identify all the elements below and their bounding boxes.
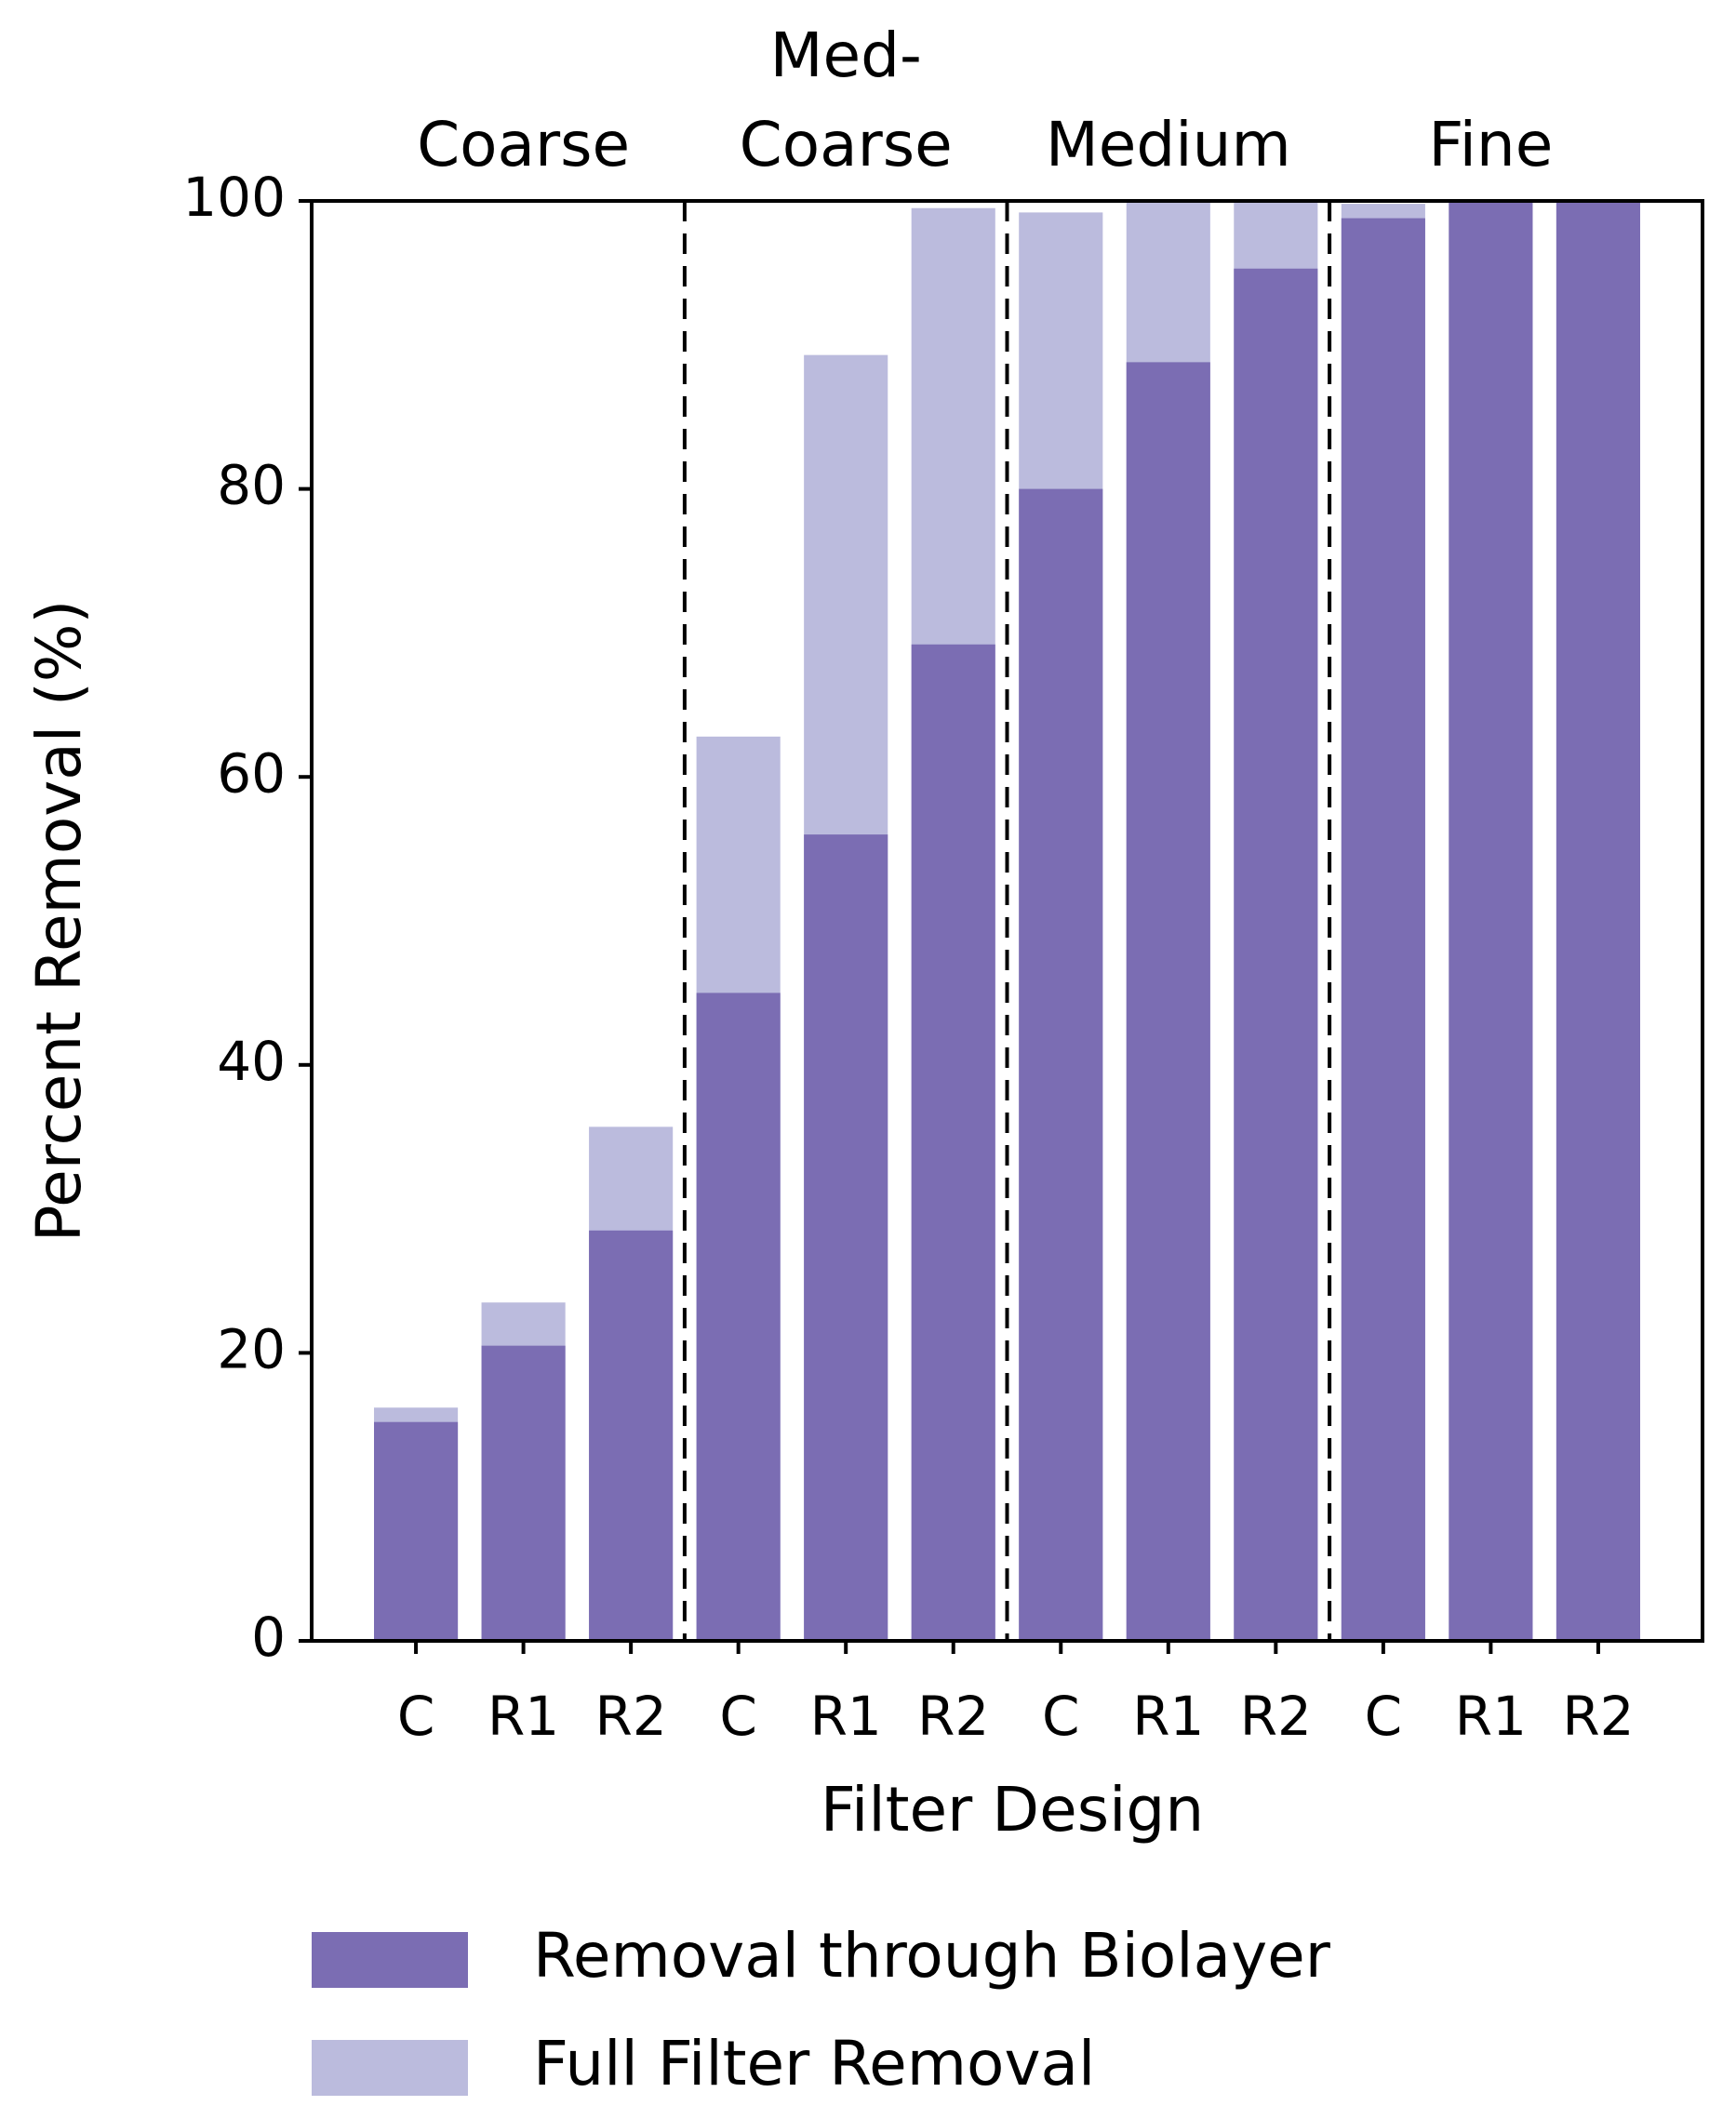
- y-tick-label: 100: [182, 166, 286, 229]
- x-tick-label: R1: [1132, 1685, 1204, 1748]
- x-tick-label: R2: [1562, 1685, 1634, 1748]
- legend-swatch: [312, 2040, 468, 2096]
- x-tick-label: R2: [1240, 1685, 1312, 1748]
- x-tick-label: C: [719, 1685, 757, 1748]
- plot-frame: [310, 199, 1704, 1643]
- group-label: Coarse: [740, 109, 953, 180]
- legend-label: Removal through Biolayer: [533, 1920, 1331, 1992]
- y-tick-label: 0: [251, 1606, 286, 1669]
- bar: [696, 993, 781, 1641]
- y-tick-label: 80: [217, 454, 286, 517]
- legend-swatch: [312, 1932, 468, 1988]
- x-tick-label: C: [397, 1685, 435, 1748]
- group-label: Med-: [770, 20, 922, 91]
- group-label: Medium: [1046, 109, 1291, 180]
- bar: [589, 1230, 674, 1641]
- x-tick-label: R1: [487, 1685, 559, 1748]
- bar: [1449, 201, 1533, 1641]
- group-label: Coarse: [417, 109, 630, 180]
- y-tick-label: 40: [217, 1030, 286, 1093]
- x-axis-label: Filter Design: [821, 1774, 1204, 1846]
- x-tick-label: C: [1365, 1685, 1403, 1748]
- bar: [1126, 362, 1210, 1642]
- bar: [481, 1345, 566, 1641]
- x-tick-label: R2: [595, 1685, 667, 1748]
- bar: [804, 834, 888, 1641]
- bar: [911, 644, 995, 1642]
- bar: [1556, 201, 1640, 1641]
- x-tick-label: R1: [810, 1685, 882, 1748]
- y-tick-label: 60: [217, 741, 286, 805]
- y-axis-label: Percent Removal (%): [23, 600, 95, 1243]
- bar: [1234, 268, 1318, 1642]
- bar: [374, 1421, 459, 1641]
- legend-label: Full Filter Removal: [533, 2028, 1095, 2099]
- bar: [1341, 218, 1425, 1641]
- group-label: Fine: [1428, 109, 1553, 180]
- x-tick-label: R1: [1455, 1685, 1527, 1748]
- bar: [1019, 488, 1103, 1641]
- y-tick-label: 20: [217, 1318, 286, 1381]
- x-tick-label: C: [1042, 1685, 1080, 1748]
- x-tick-label: R2: [917, 1685, 989, 1748]
